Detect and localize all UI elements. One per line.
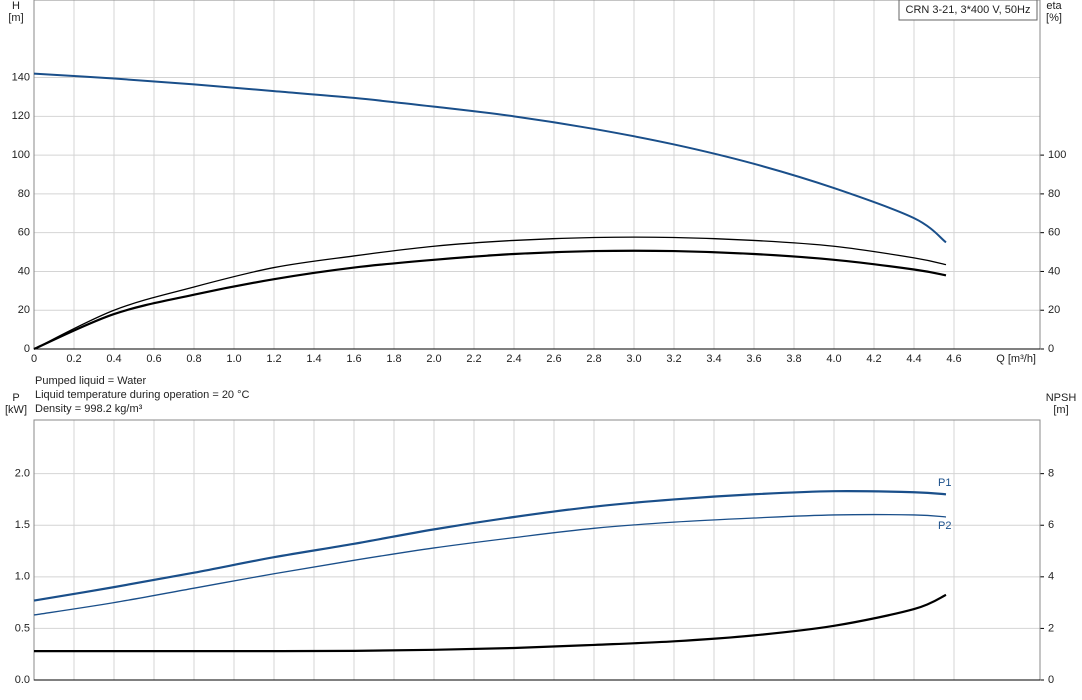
x-tick-label: 3.8 [786, 353, 801, 365]
y-axis-label: H [12, 0, 20, 12]
y2-tick-label: 100 [1048, 149, 1066, 161]
x-tick-label: 4.4 [906, 353, 921, 365]
y-tick-label: 0 [24, 343, 30, 355]
y2-tick-label: 0 [1048, 674, 1054, 686]
x-tick-label: 3.0 [626, 353, 641, 365]
y-tick-label: 60 [18, 227, 30, 239]
y-tick-label: 20 [18, 304, 30, 316]
x-tick-label: 2.2 [466, 353, 481, 365]
series-line [33, 490, 947, 602]
y2-tick-label: 0 [1048, 343, 1054, 355]
x-tick-label: 1.6 [346, 353, 361, 365]
y2-tick-label: 2 [1048, 622, 1054, 634]
y-tick-label: 40 [18, 265, 30, 277]
y-tick-label: 100 [12, 149, 30, 161]
note: Pumped liquid = Water [35, 375, 147, 387]
x-tick-label: 1.2 [266, 353, 281, 365]
series-line [33, 593, 947, 653]
y2-tick-label: 4 [1048, 571, 1054, 583]
series-line [33, 72, 947, 244]
y2-tick-label: 8 [1048, 468, 1054, 480]
x-axis-label: Q [m³/h] [996, 353, 1036, 365]
y-axis-label: P [12, 392, 19, 404]
y-tick-label: 0.5 [15, 622, 30, 634]
y2-tick-label: 20 [1048, 304, 1060, 316]
series-label: P2 [938, 520, 951, 532]
y-tick-label: 0.0 [15, 674, 30, 686]
x-tick-label: 0.4 [106, 353, 121, 365]
x-tick-label: 2.4 [506, 353, 521, 365]
y-tick-label: 80 [18, 188, 30, 200]
y-tick-label: 140 [12, 71, 30, 83]
plot-frame [33, 419, 1041, 681]
y-tick-label: 2.0 [15, 468, 30, 480]
note: Density = 998.2 kg/m³ [35, 403, 143, 415]
y-axis-label: [kW] [5, 404, 27, 416]
y2-tick-label: 6 [1048, 519, 1054, 531]
series-line [33, 249, 947, 351]
y2-tick-label: 80 [1048, 188, 1060, 200]
y2-tick-label: 40 [1048, 265, 1060, 277]
x-tick-label: 3.6 [746, 353, 761, 365]
series-line [33, 513, 947, 616]
x-tick-label: 2.8 [586, 353, 601, 365]
x-tick-label: 2.0 [426, 353, 441, 365]
series-line [33, 236, 947, 350]
x-tick-label: 0.6 [146, 353, 161, 365]
x-tick-label: 0 [31, 353, 37, 365]
x-tick-label: 2.6 [546, 353, 561, 365]
y-tick-label: 1.0 [15, 571, 30, 583]
chart-title: CRN 3-21, 3*400 V, 50Hz [906, 4, 1031, 16]
y2-axis-label: NPSH [1046, 392, 1077, 404]
x-tick-label: 4.0 [826, 353, 841, 365]
y2-tick-label: 60 [1048, 227, 1060, 239]
x-tick-label: 3.2 [666, 353, 681, 365]
x-tick-label: 4.2 [866, 353, 881, 365]
x-tick-label: 3.4 [706, 353, 721, 365]
series-label: P1 [938, 477, 951, 489]
x-tick-label: 0.8 [186, 353, 201, 365]
x-tick-label: 1.8 [386, 353, 401, 365]
title-box [898, 0, 1038, 21]
y2-axis-label: eta [1046, 0, 1062, 12]
x-tick-label: 1.4 [306, 353, 321, 365]
x-tick-label: 1.0 [226, 353, 241, 365]
y-axis-label: [m] [8, 12, 23, 24]
y-tick-label: 120 [12, 110, 30, 122]
note: Liquid temperature during operation = 20… [35, 389, 250, 401]
x-tick-label: 4.6 [946, 353, 961, 365]
y-tick-label: 1.5 [15, 519, 30, 531]
y2-axis-label: [m] [1053, 404, 1068, 416]
y2-axis-label: [%] [1046, 12, 1062, 24]
x-tick-label: 0.2 [66, 353, 81, 365]
